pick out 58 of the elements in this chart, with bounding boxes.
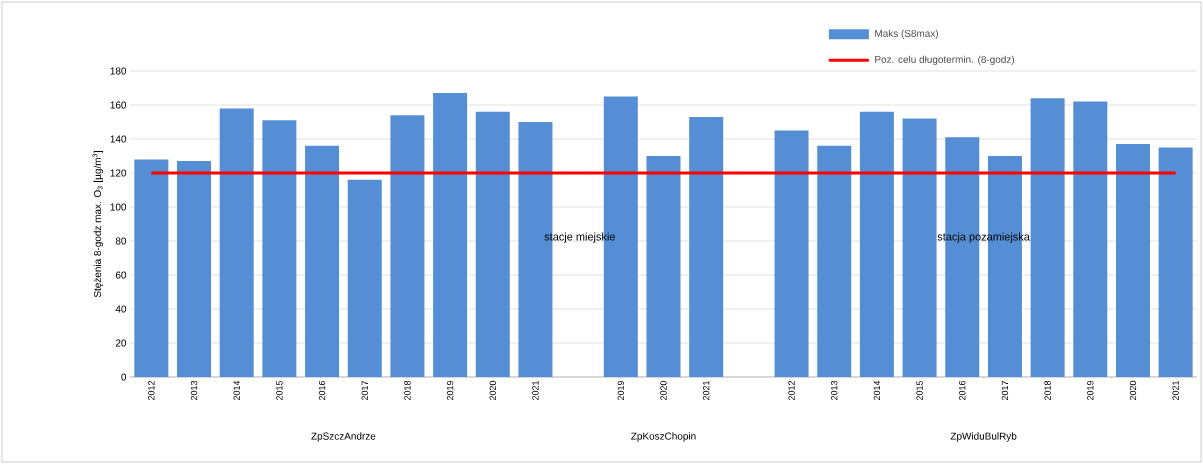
text: ZpSzczAndrze <box>311 432 376 442</box>
bar <box>305 145 340 377</box>
y-tick-label: 20 <box>115 339 127 347</box>
y-tick-label: 0 <box>121 373 127 381</box>
bar <box>262 120 297 377</box>
x-tick-label: 2021 <box>1172 380 1179 401</box>
y-tick-label: 80 <box>115 237 127 245</box>
x-tick-label: 2012 <box>788 380 795 401</box>
y-tick-label: 40 <box>115 305 127 313</box>
x-tick-label: 2015 <box>276 380 283 401</box>
x-tick-label: 2019 <box>617 380 624 401</box>
x-tick-label: 2013 <box>190 380 198 401</box>
text: ZpKoszChopin <box>631 432 696 442</box>
bar <box>134 159 169 377</box>
bar <box>646 156 681 377</box>
bar <box>390 115 425 377</box>
bar <box>902 118 937 377</box>
x-tick-label: 2015 <box>916 380 923 401</box>
y-tick-label: 180 <box>110 67 127 75</box>
bar <box>1115 144 1150 377</box>
bar <box>689 116 724 377</box>
bar <box>433 93 468 377</box>
bar <box>1158 147 1193 377</box>
legend-label: Maks (S8max) <box>875 29 938 39</box>
x-tick-label: 2020 <box>660 380 667 401</box>
x-tick-label: 2014 <box>873 380 881 401</box>
x-tick-label: 2018 <box>404 380 411 401</box>
x-tick-label: 2016 <box>318 380 326 401</box>
bar <box>1030 98 1065 377</box>
bar <box>177 161 212 377</box>
y-tick-label: 100 <box>110 203 127 211</box>
x-tick-label: 2017 <box>361 380 368 401</box>
y-axis-title: Stężenia 8-godz max. O$_{3}$ [µg/m$^{3}$] <box>92 151 104 298</box>
bar <box>1073 101 1108 377</box>
x-tick-label: 2021 <box>532 380 539 401</box>
y-tick-label: 140 <box>110 135 127 143</box>
legend-label: Poz. celu długotermin. (8-godz) <box>875 55 1015 65</box>
x-tick-label: 2019 <box>446 380 454 401</box>
x-tick-label: 2018 <box>1044 380 1051 401</box>
bar <box>475 111 510 377</box>
bar <box>774 130 809 377</box>
x-tick-label: 2017 <box>1001 380 1009 401</box>
x-tick-label: 2012 <box>148 380 155 401</box>
bar <box>817 145 852 377</box>
y-tick-label: 160 <box>110 101 127 109</box>
x-tick-label: 2020 <box>1129 380 1137 401</box>
x-tick-label: 2014 <box>233 380 240 401</box>
y-tick-label: 60 <box>115 271 127 279</box>
x-tick-label: 2016 <box>959 380 966 401</box>
x-tick-label: 2019 <box>1087 380 1094 401</box>
text: ZpWiduBulRyb <box>950 432 1017 442</box>
bar <box>859 111 894 377</box>
bar <box>347 179 382 377</box>
bar <box>219 108 254 377</box>
x-tick-label: 2013 <box>831 380 838 401</box>
x-tick-label: 2020 <box>489 380 496 401</box>
y-tick-label: 120 <box>110 169 127 177</box>
x-tick-label: 2021 <box>703 380 710 401</box>
